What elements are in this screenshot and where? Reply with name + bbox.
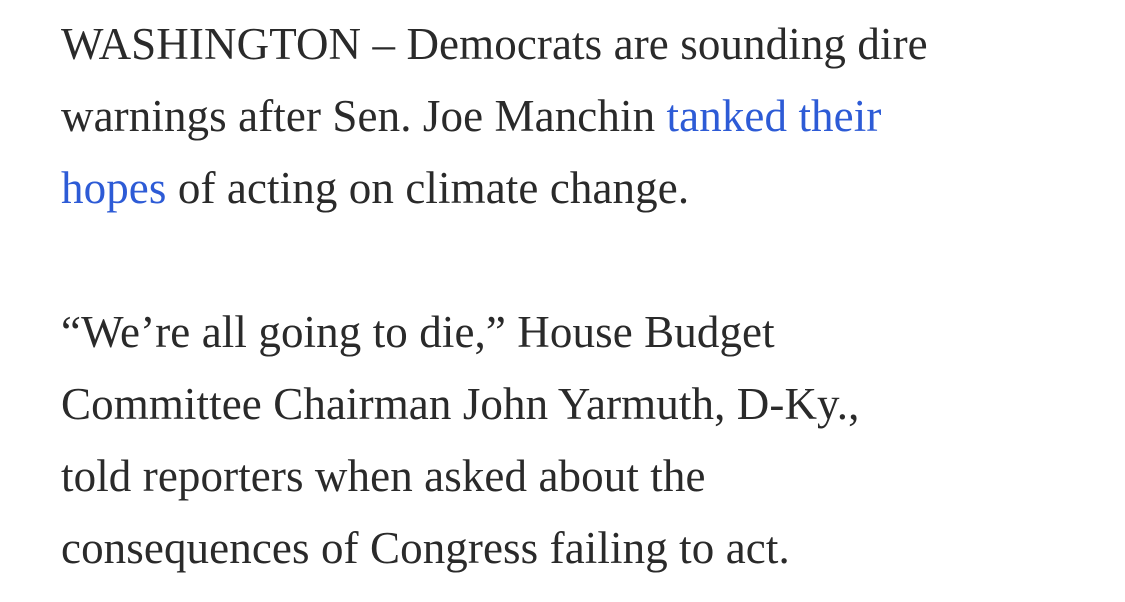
paragraph1-line2-text: warnings after Sen. Joe Manchin: [61, 91, 667, 141]
paragraph-washington: WASHINGTON – Democrats are sounding dire…: [61, 8, 1101, 224]
paragraph2-line2: Committee Chairman John Yarmuth, D-Ky.,: [61, 379, 860, 429]
paragraph1-line1: WASHINGTON – Democrats are sounding dire: [61, 19, 928, 69]
tanked-their-hopes-link-part2[interactable]: hopes: [61, 163, 167, 213]
article-body: WASHINGTON – Democrats are sounding dire…: [61, 8, 1101, 584]
paragraph2-line1: “We’re all going to die,” House Budget: [61, 307, 775, 357]
paragraph2-line3: told reporters when asked about the: [61, 451, 706, 501]
paragraph1-line3: hopes of acting on climate change.: [61, 152, 1101, 224]
paragraph1-line2: warnings after Sen. Joe Manchin tanked t…: [61, 80, 1101, 152]
paragraph-quote: “We’re all going to die,” House Budget C…: [61, 296, 1101, 584]
paragraph2-line4: consequences of Congress failing to act.: [61, 523, 790, 573]
tanked-their-hopes-link-part1[interactable]: tanked their: [666, 91, 882, 141]
paragraph1-line3-text: of acting on climate change.: [166, 163, 690, 213]
